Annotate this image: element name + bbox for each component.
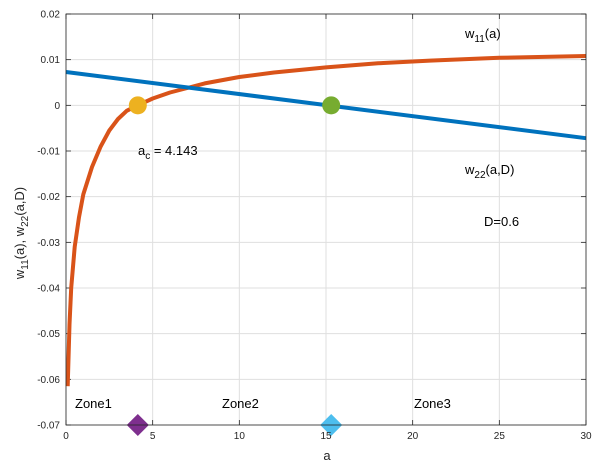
annotation-ac: ac = 4.143 — [138, 143, 198, 162]
x-tick-label: 20 — [407, 431, 419, 442]
y-tick-label: -0.03 — [37, 238, 60, 249]
y-tick-label: -0.04 — [37, 284, 60, 295]
marker-a_c — [128, 96, 147, 115]
marker-intersection-a15 — [322, 96, 341, 115]
x-tick-label: 15 — [320, 431, 332, 442]
zone3-label: Zone3 — [414, 396, 451, 411]
x-tick-label: 30 — [580, 431, 592, 442]
y-tick-label: -0.01 — [37, 147, 60, 158]
zone2-label: Zone2 — [222, 396, 259, 411]
x-axis-label: a — [323, 448, 331, 463]
x-tick-label: 10 — [234, 431, 246, 442]
annotation-w11: w11(a) — [464, 26, 501, 45]
y-axis-label: w11(a), w22(a,D) — [12, 187, 31, 280]
annotation-d: D=0.6 — [484, 214, 519, 229]
y-tick-label: -0.06 — [37, 375, 60, 386]
x-tick-label: 0 — [63, 431, 69, 442]
y-tick-label: 0.02 — [41, 10, 61, 21]
plot-frame — [65, 13, 587, 426]
zone1-label: Zone1 — [75, 396, 112, 411]
y-tick-label: -0.05 — [37, 329, 60, 340]
y-tick-label: -0.02 — [37, 192, 60, 203]
y-tick-label: -0.07 — [37, 421, 60, 432]
x-tick-label: 25 — [494, 431, 506, 442]
y-tick-label: 0.01 — [41, 55, 61, 66]
tick-labels: 0 5 10 15 20 25 30 -0.07 -0.06 -0.05 -0.04 -0.03 -0.… — [37, 10, 592, 443]
y-tick-label: 0 — [54, 101, 60, 112]
x-tick-label: 5 — [150, 431, 156, 442]
annotation-w22: w22(a,D) — [464, 162, 514, 181]
